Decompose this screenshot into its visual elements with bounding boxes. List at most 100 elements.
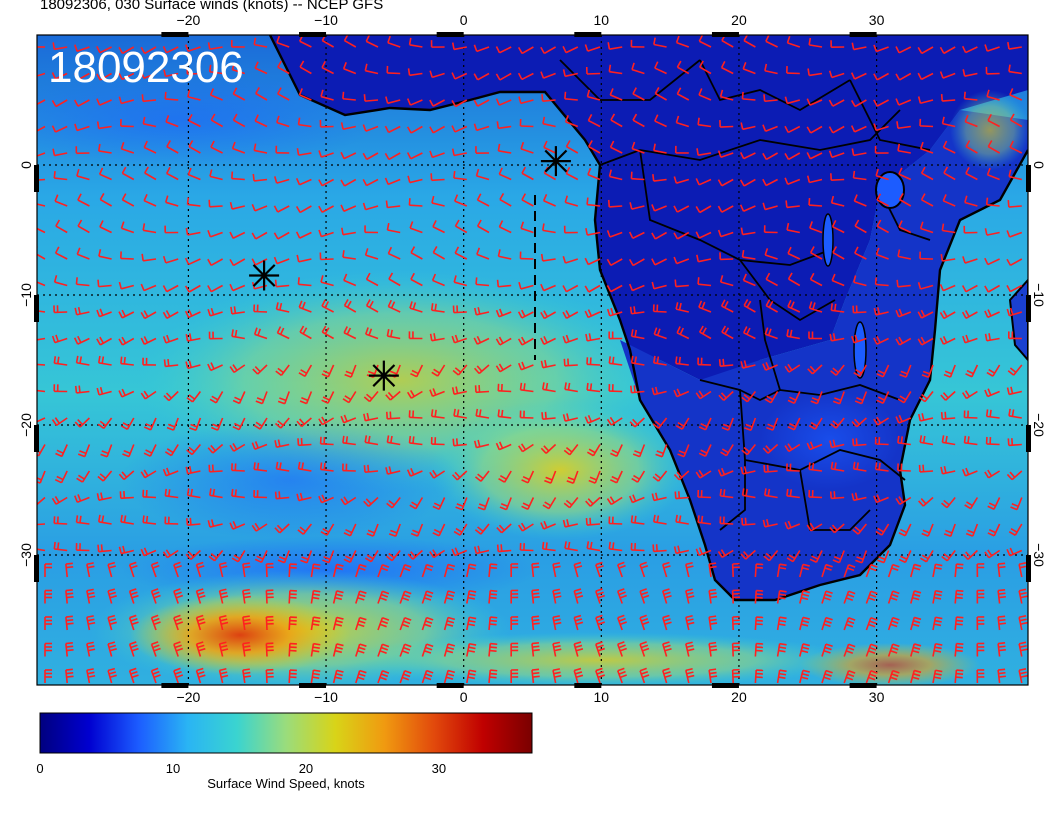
wind-barb xyxy=(297,461,312,472)
wind-barb xyxy=(96,121,112,130)
wind-barb xyxy=(73,99,90,107)
wind-barb xyxy=(363,496,379,507)
wind-barb xyxy=(355,590,367,604)
wind-barb xyxy=(209,169,223,181)
wind-barb xyxy=(407,549,423,560)
wind-barb xyxy=(184,257,201,266)
wind-barb xyxy=(466,616,477,631)
wind-barb xyxy=(310,589,321,604)
wind-barb xyxy=(218,641,229,657)
wind-barb xyxy=(488,642,498,657)
wind-barb xyxy=(143,193,157,207)
wind-barb xyxy=(277,391,290,405)
wind-barb xyxy=(74,417,90,428)
wind-barb xyxy=(318,205,334,213)
wind-barb xyxy=(255,87,268,101)
wind-barb xyxy=(451,547,468,557)
wind-barb xyxy=(150,641,161,657)
wind-barb xyxy=(53,541,68,552)
wind-barb xyxy=(498,220,512,234)
wind-barb xyxy=(495,46,512,54)
wind-barb xyxy=(274,417,290,429)
wind-barb xyxy=(455,497,468,511)
wind-barb xyxy=(107,641,117,657)
wind-barb xyxy=(207,258,223,267)
wind-barb xyxy=(144,166,157,181)
wind-barb xyxy=(273,205,290,213)
wind-barb xyxy=(166,140,179,154)
wind-barb xyxy=(386,497,401,509)
wind-barb xyxy=(120,119,134,128)
wind-barb xyxy=(118,336,135,346)
wind-barb xyxy=(320,275,334,287)
wind-barb xyxy=(230,306,245,315)
wind-barb xyxy=(163,390,179,402)
wind-barb xyxy=(496,279,512,288)
wind-barb xyxy=(429,125,445,134)
wind-barb xyxy=(37,246,46,260)
wind-barb xyxy=(142,515,157,525)
wind-barb xyxy=(474,385,490,394)
wind-barb xyxy=(295,205,312,214)
wind-barb xyxy=(365,327,379,340)
wind-barb xyxy=(562,45,579,54)
wind-barb xyxy=(77,193,90,207)
wind-barb xyxy=(142,223,157,234)
wind-barb xyxy=(451,99,468,108)
wind-barb xyxy=(495,441,512,451)
wind-barb xyxy=(342,435,356,446)
wind-barb xyxy=(118,470,135,481)
wind-barb xyxy=(242,588,251,604)
wind-barb xyxy=(495,336,512,346)
wind-barb xyxy=(265,615,274,631)
wind-barb xyxy=(552,668,562,684)
wind-barb xyxy=(488,589,498,604)
wind-barb xyxy=(429,99,445,107)
wind-barb xyxy=(453,523,468,536)
wind-barb xyxy=(543,140,556,154)
wind-barb xyxy=(476,219,490,234)
wind-barb xyxy=(118,96,135,105)
wind-barb xyxy=(162,255,179,264)
wind-barb xyxy=(388,272,401,287)
wind-barb xyxy=(332,616,344,631)
wind-barb xyxy=(321,364,335,378)
wind-barb xyxy=(298,300,312,313)
wind-barb xyxy=(562,284,579,293)
wind-barb xyxy=(162,334,179,344)
wind-barb xyxy=(562,256,579,264)
wind-barb xyxy=(37,417,46,423)
wind-barb xyxy=(297,438,312,447)
wind-barb xyxy=(473,72,490,81)
wind-barb xyxy=(207,519,223,528)
wind-barb xyxy=(120,221,135,234)
wind-barb xyxy=(74,306,90,316)
wind-barb xyxy=(76,247,90,260)
wind-barb xyxy=(431,364,446,377)
wind-barb xyxy=(443,643,456,657)
wind-barb xyxy=(37,220,46,234)
wind-barb xyxy=(86,668,96,684)
wind-barb xyxy=(473,99,490,107)
wind-barb xyxy=(451,334,468,344)
speed-core-southeast xyxy=(340,632,860,685)
wind-barb xyxy=(107,561,116,578)
wind-barb xyxy=(173,561,182,578)
wind-barb xyxy=(421,643,434,657)
wind-barb xyxy=(75,277,90,287)
wind-barb xyxy=(76,168,90,181)
wind-barb xyxy=(541,541,556,552)
wind-barb xyxy=(150,588,161,604)
wind-barb xyxy=(310,669,321,684)
wind-barb xyxy=(531,589,540,604)
wind-barb xyxy=(517,46,534,55)
wind-barb xyxy=(208,199,223,208)
wind-barb xyxy=(276,35,290,48)
wind-barb xyxy=(410,523,424,537)
wind-barb xyxy=(74,123,90,132)
wind-barb xyxy=(231,62,246,75)
wind-barb xyxy=(231,329,245,340)
wind-barb xyxy=(318,150,334,158)
wind-barb xyxy=(97,279,112,288)
wind-barb xyxy=(298,88,312,101)
